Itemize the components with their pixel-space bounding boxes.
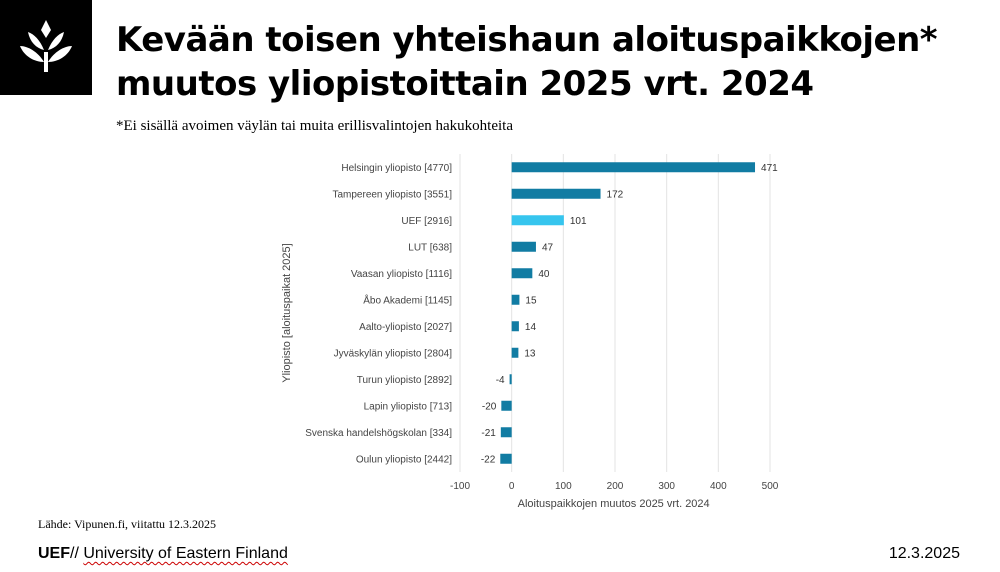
x-tick-label: 100	[555, 481, 572, 492]
data-label: -20	[482, 401, 497, 412]
data-label: 172	[607, 189, 624, 200]
page-title: Kevään toisen yhteishaun aloituspaikkoje…	[116, 18, 996, 106]
data-label: 471	[761, 163, 778, 174]
category-label: Aalto-yliopisto [2027]	[359, 322, 452, 333]
brand-separator: //	[70, 545, 79, 562]
x-axis-title: Aloituspaikkojen muutos 2025 vrt. 2024	[518, 498, 710, 510]
data-label: -22	[481, 454, 496, 465]
category-label: Turun yliopisto [2892]	[357, 375, 452, 386]
brand-abbrev: UEF	[38, 545, 70, 562]
category-label: Jyväskylän yliopisto [2804]	[334, 348, 453, 359]
data-label: 13	[524, 348, 536, 359]
bar	[511, 215, 564, 226]
data-label: 47	[542, 242, 554, 253]
bar	[511, 321, 519, 332]
data-label: 40	[538, 269, 550, 280]
university-name: University of Eastern Finland	[83, 545, 288, 562]
bar	[511, 162, 756, 173]
source-note: Lähde: Vipunen.fi, viitattu 12.3.2025	[38, 517, 217, 531]
data-label: 15	[525, 295, 537, 306]
category-label: Oulun yliopisto [2442]	[356, 454, 452, 465]
x-tick-label: 300	[658, 481, 675, 492]
logo-box	[0, 0, 92, 95]
title-line-2: muutos yliopistoittain 2025 vrt. 2024	[116, 64, 814, 104]
bar	[500, 427, 512, 438]
subtitle-footnote: *Ei sisällä avoimen väylän tai muita eri…	[116, 118, 513, 134]
bar	[509, 374, 512, 385]
footer-date: 12.3.2025	[888, 545, 960, 562]
data-label: -4	[496, 375, 505, 386]
x-tick-label: 200	[607, 481, 624, 492]
bar	[511, 241, 536, 252]
data-label: -21	[481, 428, 496, 439]
uef-tree-logo-icon	[20, 20, 72, 72]
category-label: UEF [2916]	[401, 216, 452, 227]
bar	[500, 453, 512, 464]
category-label: Lapin yliopisto [713]	[364, 401, 453, 412]
data-label: 14	[525, 322, 537, 333]
bar	[511, 347, 519, 358]
category-label: Helsingin yliopisto [4770]	[341, 163, 452, 174]
category-label: LUT [638]	[408, 242, 452, 253]
category-label: Tampereen yliopisto [3551]	[332, 189, 452, 200]
x-tick-label: 500	[762, 481, 779, 492]
bar	[501, 400, 512, 411]
x-tick-label: 400	[710, 481, 727, 492]
bar	[511, 188, 601, 199]
data-label: 101	[570, 216, 587, 227]
category-label: Vaasan yliopisto [1116]	[351, 269, 452, 280]
bar	[511, 268, 533, 279]
x-tick-label: 0	[509, 481, 515, 492]
bar	[511, 294, 520, 305]
title-line-1: Kevään toisen yhteishaun aloituspaikkoje…	[116, 20, 938, 60]
footer-brand: UEF// University of Eastern Finland	[38, 545, 288, 563]
x-tick-label: -100	[450, 481, 470, 492]
category-label: Åbo Akademi [1145]	[363, 293, 452, 306]
category-label: Svenska handelshögskolan [334]	[305, 428, 452, 439]
bar-chart: -100 0 100 200 300 400 500 Helsingin yliopisto …	[281, 154, 779, 510]
y-axis-title: Yliopisto [aloituspaikat 2025]	[281, 243, 293, 382]
